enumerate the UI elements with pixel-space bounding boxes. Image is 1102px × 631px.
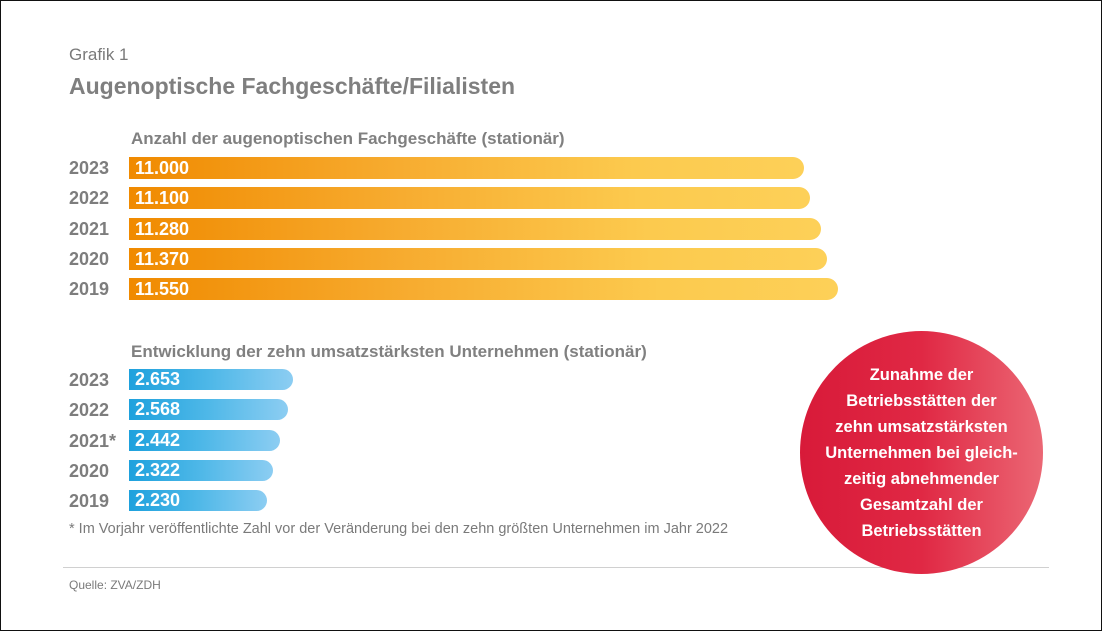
figure-label: Grafik 1 <box>69 45 129 64</box>
bar: 11.100 <box>129 187 811 210</box>
year-label: 2022 <box>69 188 110 209</box>
bar: 11.280 <box>129 217 822 240</box>
bar: 11.370 <box>129 247 827 270</box>
bar-value-label: 2.653 <box>135 369 181 389</box>
bar: 2.568 <box>129 399 288 421</box>
bar: 11.000 <box>129 157 804 179</box>
year-label: 2020 <box>69 248 110 269</box>
year-label: 2021* <box>69 430 117 451</box>
year-label: 2019 <box>69 279 110 300</box>
bar-value-label: 2.442 <box>135 429 181 450</box>
chart2-title: Entwicklung der zehn umsatzstärksten Unt… <box>131 342 647 361</box>
bar-value-label: 11.280 <box>135 218 190 239</box>
bar-value-label: 11.000 <box>135 158 190 178</box>
year-label: 2020 <box>69 460 110 481</box>
bar-value-label: 11.370 <box>135 248 190 269</box>
bar-value-label: 2.322 <box>135 459 181 480</box>
year-label: 2023 <box>69 370 110 390</box>
bar-value-label: 11.100 <box>135 188 190 209</box>
chart1-title: Anzahl der augenoptischen Fachgeschäfte … <box>131 129 565 148</box>
bar: 2.322 <box>129 459 273 481</box>
bar: 11.550 <box>129 278 838 301</box>
source-label: Quelle: ZVA/ZDH <box>69 578 161 592</box>
bar-value-label: 2.230 <box>135 490 181 511</box>
bar: 2.442 <box>129 429 281 451</box>
bar: 2.653 <box>129 369 293 390</box>
bar-value-label: 11.550 <box>135 279 190 300</box>
year-label: 2023 <box>69 158 110 178</box>
divider <box>63 567 1049 568</box>
bar-value-label: 2.568 <box>135 399 181 420</box>
main-title: Augenoptische Fachgeschäfte/Filialisten <box>69 73 516 99</box>
year-label: 2021 <box>69 218 110 239</box>
callout-text: Zunahme der Betriebsstätten der zehn ums… <box>825 365 1018 540</box>
year-label: 2019 <box>69 491 110 512</box>
callout-circle: Zunahme der Betriebsstätten der zehn ums… <box>800 331 1043 574</box>
year-label: 2022 <box>69 400 110 421</box>
footnote: * Im Vorjahr veröffentlichte Zahl vor de… <box>69 521 729 537</box>
bar: 2.230 <box>129 490 267 512</box>
